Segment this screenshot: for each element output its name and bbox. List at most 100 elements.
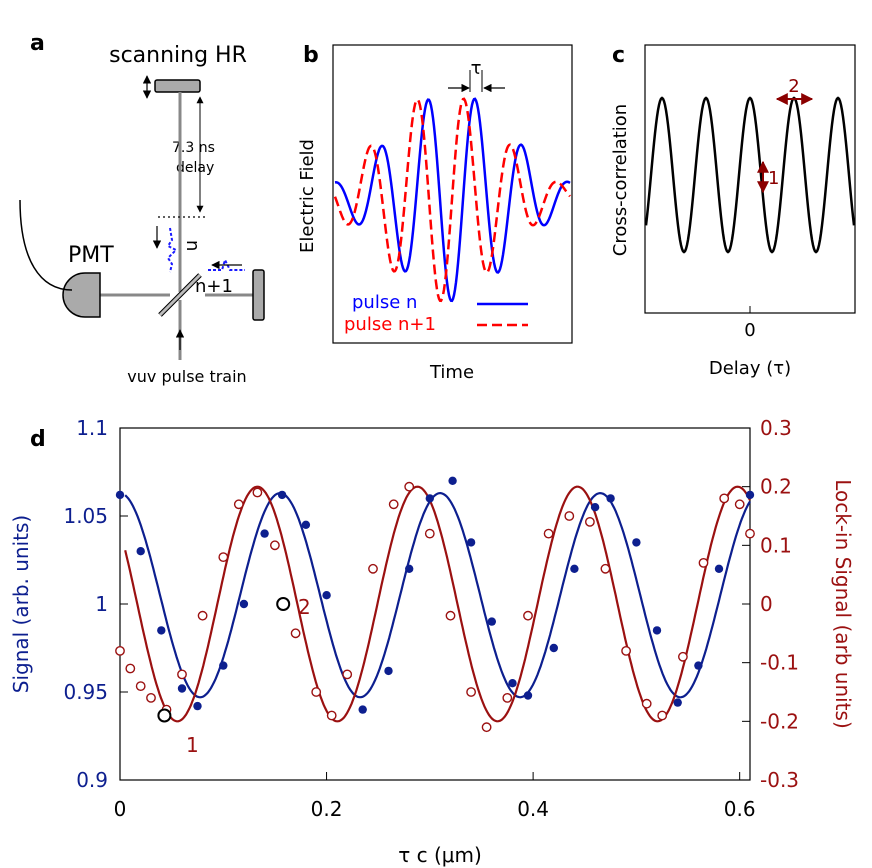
y-right-tick-label: 0.3 xyxy=(760,416,792,440)
tau-label: τ xyxy=(471,58,482,79)
lockin-data-point xyxy=(600,563,611,574)
scanning-mirror xyxy=(154,79,201,93)
signal-data-point xyxy=(632,538,641,547)
x-tick-label: 0 xyxy=(114,797,127,821)
lockin-data-point xyxy=(233,499,244,510)
y-left-tick-label: 0.95 xyxy=(63,680,108,704)
pulse-n1-curve xyxy=(333,97,571,303)
signal-data-point xyxy=(157,626,166,635)
signal-data-point xyxy=(405,564,414,573)
signal-data-point xyxy=(466,538,476,547)
pulse-n-icon xyxy=(166,227,178,273)
cross-correlation-curve xyxy=(644,96,856,254)
signal-data-point xyxy=(523,691,533,700)
lockin-data-point xyxy=(719,493,730,504)
lockin-data-point xyxy=(657,710,668,721)
signal-data-point xyxy=(260,529,269,538)
y-left-tick-label: 1.1 xyxy=(76,416,108,440)
legend-pulse-n: pulse n xyxy=(352,292,417,313)
lockin-data-point xyxy=(466,687,476,697)
signal-data-point xyxy=(487,617,496,626)
signal-data-point xyxy=(425,494,434,503)
lockin-data-point xyxy=(404,481,415,492)
signal-data-point xyxy=(136,547,145,556)
lockin-data-point xyxy=(125,663,136,674)
marker-1-label: 1 xyxy=(768,168,779,189)
panel-c: c Cross-correlation 0 Delay (τ) 1 2 xyxy=(610,43,856,379)
annotation-point-1: 1 xyxy=(186,733,199,757)
panel-d-fits xyxy=(124,485,751,723)
lockin-fit-line xyxy=(124,485,751,723)
panel-c-xtick-label: 0 xyxy=(744,320,755,341)
lockin-data-point xyxy=(290,628,301,639)
lockin-data-point xyxy=(523,610,533,621)
panel-d-xlabel: τ c (μm) xyxy=(398,843,482,867)
panel-c-letter: c xyxy=(612,43,625,68)
pmt-cable xyxy=(19,199,73,291)
y-right-tick-label: 0.2 xyxy=(760,475,792,499)
panel-c-xlabel: Delay (τ) xyxy=(709,358,791,379)
signal-data-point xyxy=(508,679,517,688)
lockin-data-point xyxy=(424,528,435,539)
lockin-data-point xyxy=(342,669,353,680)
signal-data-point xyxy=(193,701,202,711)
panel-a-letter: a xyxy=(30,31,45,56)
lockin-data-point xyxy=(481,722,492,733)
annotated-point-2 xyxy=(276,597,291,611)
signal-data-point xyxy=(570,564,579,573)
lockin-data-point xyxy=(218,552,229,562)
lockin-data-point xyxy=(177,669,187,680)
legend-pulse-n1: pulse n+1 xyxy=(344,314,436,335)
signal-data-point xyxy=(358,705,367,714)
right-mirror xyxy=(252,269,265,321)
x-tick-label: 0.6 xyxy=(724,797,756,821)
beam-label: vuv pulse train xyxy=(127,367,246,386)
panel-b-xlabel: Time xyxy=(429,362,474,383)
pulse-n-curve xyxy=(334,97,571,303)
y-right-tick-label: -0.3 xyxy=(760,768,799,792)
signal-data-point xyxy=(590,503,600,512)
lockin-data-point xyxy=(388,499,399,510)
lockin-data-point xyxy=(368,563,378,574)
panel-b-letter: b xyxy=(303,43,319,68)
lockin-data-point xyxy=(197,610,208,621)
signal-data-point xyxy=(384,666,393,676)
y-right-tick-label: 0 xyxy=(760,592,773,616)
pulse-n1-label: n+1 xyxy=(195,276,233,297)
delay-value: 7.3 ns xyxy=(172,140,215,156)
x-tick-label: 0.2 xyxy=(311,797,343,821)
lockin-data-point xyxy=(698,558,709,568)
signal-data-point xyxy=(301,520,311,529)
lockin-data-point xyxy=(678,651,688,662)
pulse-n1-icon xyxy=(208,257,245,271)
signal-fit-line xyxy=(124,491,751,699)
signal-data-point xyxy=(549,643,558,653)
panel-b-frame xyxy=(332,44,573,344)
y-right-tick-label: -0.2 xyxy=(760,709,799,733)
lockin-data-point xyxy=(269,540,280,551)
scanning-mirror-label: scanning HR xyxy=(109,43,247,68)
y-right-tick-label: -0.1 xyxy=(760,651,799,675)
panel-b: b Electric Field Time τ pulse n pulse n+… xyxy=(297,43,573,383)
pmt-label: PMT xyxy=(68,243,114,268)
panel-d-letter: d xyxy=(30,427,46,452)
lockin-data-point xyxy=(326,710,337,721)
panel-c-ylabel: Cross-correlation xyxy=(610,104,631,256)
lockin-data-point xyxy=(543,528,554,539)
signal-data-point xyxy=(673,698,682,707)
lockin-data-point xyxy=(502,693,513,703)
y-left-tick-label: 1.05 xyxy=(63,504,108,528)
pmt-detector xyxy=(62,272,101,318)
signal-data-point xyxy=(714,564,724,573)
panel-d-points xyxy=(115,476,755,733)
pulse-n-label: n xyxy=(182,240,203,251)
marker-2-label: 2 xyxy=(788,76,799,97)
signal-data-point xyxy=(694,661,703,670)
lockin-data-point xyxy=(252,487,263,498)
signal-data-point xyxy=(219,661,228,670)
delay-word: delay xyxy=(176,160,214,176)
lockin-data-point xyxy=(641,698,652,709)
panel-d-ylabel-right: Lock-in Signal (arb units) xyxy=(831,479,855,729)
panel-c-frame xyxy=(644,44,856,314)
